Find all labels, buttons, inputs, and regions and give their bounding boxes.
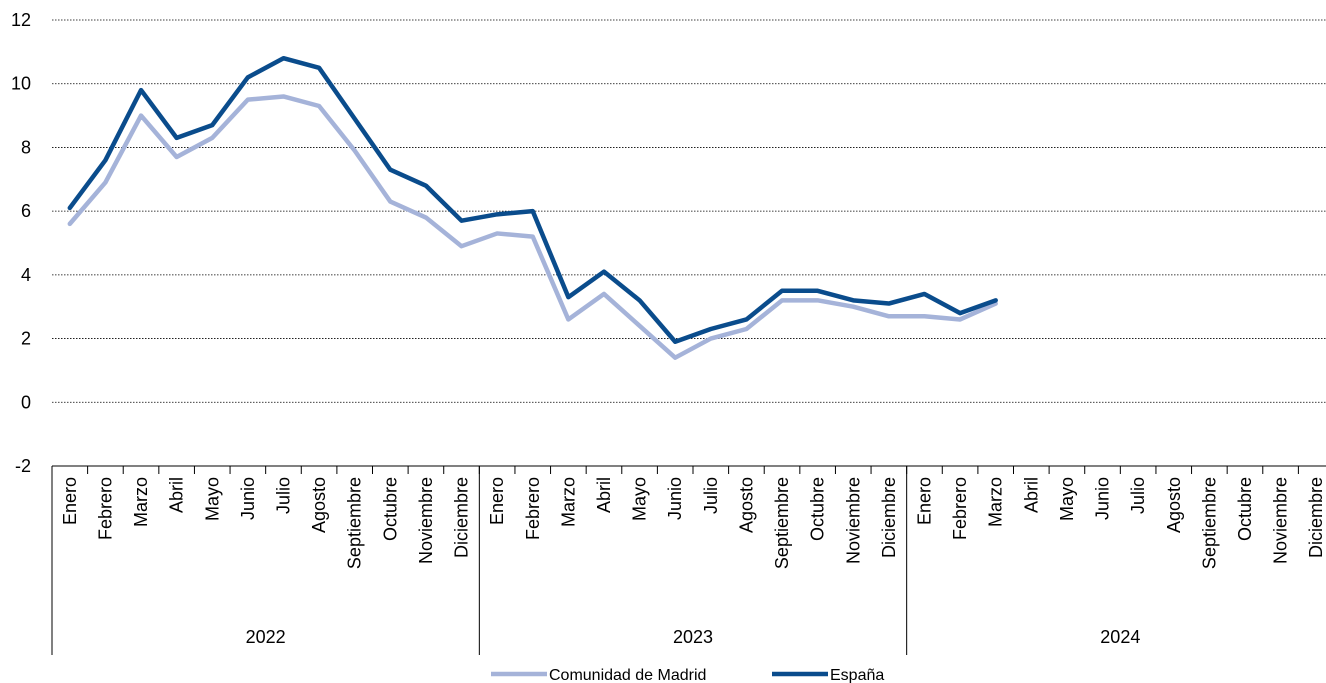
x-tick-label: Junio <box>238 477 258 520</box>
x-tick-label: Septiembre <box>772 477 792 569</box>
x-tick-label: Junio <box>665 477 685 520</box>
x-tick-label: Febrero <box>523 477 543 540</box>
series-lines <box>67 55 998 360</box>
year-label: 2022 <box>246 627 286 647</box>
x-tick-label: Enero <box>914 477 934 525</box>
x-tick-label: Julio <box>273 477 293 514</box>
x-tick-label: Mayo <box>1057 477 1077 521</box>
x-tick-label: Septiembre <box>345 477 365 569</box>
x-tick-label: Octubre <box>380 477 400 541</box>
x-tick-label: Enero <box>487 477 507 525</box>
x-tick-label: Abril <box>1021 477 1041 513</box>
y-tick-label: 6 <box>21 201 31 221</box>
x-tick-label: Abril <box>167 477 187 513</box>
x-tick-label: Octubre <box>808 477 828 541</box>
x-tick-label: Noviembre <box>843 477 863 564</box>
y-tick-label: 0 <box>21 392 31 412</box>
y-tick-label: 12 <box>11 10 31 30</box>
year-label: 2024 <box>1100 627 1140 647</box>
y-tick-label: -2 <box>15 456 31 476</box>
x-tick-label: Marzo <box>986 477 1006 527</box>
x-tick-label: Julio <box>1128 477 1148 514</box>
x-tick-label: Febrero <box>950 477 970 540</box>
y-tick-label: 10 <box>11 74 31 94</box>
x-tick-label: Mayo <box>202 477 222 521</box>
x-tick-label: Noviembre <box>416 477 436 564</box>
series-line-1 <box>67 55 998 345</box>
y-axis-ticks: -2 0 2 4 6 8 10 12 <box>11 10 31 476</box>
x-tick-label: Mayo <box>630 477 650 521</box>
x-tick-label: Junio <box>1093 477 1113 520</box>
x-tick-label: Agosto <box>736 477 756 533</box>
x-tick-label: Agosto <box>309 477 329 533</box>
year-label: 2023 <box>673 627 713 647</box>
x-tick-label: Diciembre <box>1306 477 1326 558</box>
x-tick-label: Diciembre <box>452 477 472 558</box>
y-tick-label: 4 <box>21 265 31 285</box>
y-tick-label: 2 <box>21 329 31 349</box>
x-tick-label: Diciembre <box>879 477 899 558</box>
x-tick-label: Marzo <box>558 477 578 527</box>
x-tick-label: Julio <box>701 477 721 514</box>
x-tick-label: Abril <box>594 477 614 513</box>
grid-lines <box>52 19 1326 403</box>
legend-label: España <box>830 667 884 683</box>
x-axis: Enero Febrero Marzo Abril Mayo Junio Julio Agos… <box>51 465 1326 655</box>
x-tick-label: Octubre <box>1235 477 1255 541</box>
x-tick-label: Septiembre <box>1199 477 1219 569</box>
x-tick-label: Agosto <box>1164 477 1184 533</box>
x-tick-label: Noviembre <box>1271 477 1291 564</box>
x-tick-label: Marzo <box>131 477 151 527</box>
x-tick-label: Febrero <box>95 477 115 540</box>
legend-label: Comunidad de Madrid <box>549 667 706 683</box>
x-tick-label: Enero <box>60 477 80 525</box>
series-line-0 <box>67 94 998 360</box>
legend: Comunidad de Madrid España <box>491 667 884 683</box>
y-tick-label: 8 <box>21 137 31 157</box>
